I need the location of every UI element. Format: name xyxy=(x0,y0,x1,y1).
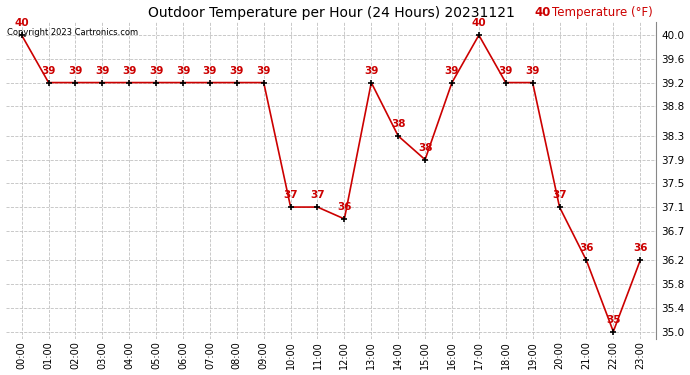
Text: 39: 39 xyxy=(176,66,190,76)
Text: 39: 39 xyxy=(230,66,244,76)
Text: 37: 37 xyxy=(310,190,325,200)
Text: 39: 39 xyxy=(364,66,379,76)
Text: 38: 38 xyxy=(391,119,406,129)
Text: 39: 39 xyxy=(526,66,540,76)
Text: 39: 39 xyxy=(203,66,217,76)
Text: 36: 36 xyxy=(337,202,352,212)
Text: 37: 37 xyxy=(552,190,567,200)
Text: 35: 35 xyxy=(606,315,620,325)
Text: 39: 39 xyxy=(499,66,513,76)
Text: 40: 40 xyxy=(471,18,486,28)
Text: 37: 37 xyxy=(284,190,298,200)
Text: 36: 36 xyxy=(579,243,593,254)
Text: Temperature (°F): Temperature (°F) xyxy=(552,6,653,20)
Text: 40: 40 xyxy=(534,6,551,20)
Text: 39: 39 xyxy=(95,66,110,76)
Text: 39: 39 xyxy=(41,66,56,76)
Text: 38: 38 xyxy=(418,143,433,153)
Title: Outdoor Temperature per Hour (24 Hours) 20231121: Outdoor Temperature per Hour (24 Hours) … xyxy=(148,6,514,20)
Text: 40: 40 xyxy=(14,18,29,28)
Text: Copyright 2023 Cartronics.com: Copyright 2023 Cartronics.com xyxy=(7,28,138,38)
Text: 39: 39 xyxy=(445,66,459,76)
Text: 39: 39 xyxy=(122,66,137,76)
Text: 39: 39 xyxy=(68,66,83,76)
Text: 36: 36 xyxy=(633,243,647,254)
Text: 39: 39 xyxy=(257,66,271,76)
Text: 39: 39 xyxy=(149,66,164,76)
